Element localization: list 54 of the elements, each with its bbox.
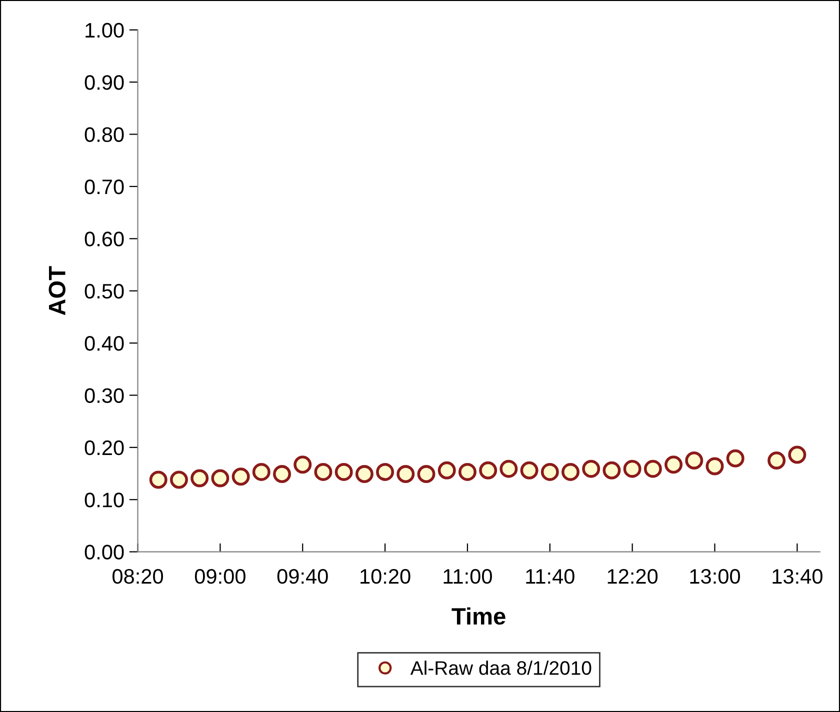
point [294,456,312,474]
point [190,469,209,488]
point [334,462,353,481]
point [417,465,436,484]
x-tick-label: 11:40 [526,569,574,584]
point [706,457,724,476]
point [355,465,374,484]
point [664,456,683,474]
x-axis-title: Time [452,607,506,625]
point [644,460,662,478]
point [623,460,642,478]
point [520,461,538,480]
point [540,462,559,481]
legend-label: Al-Raw daa 8/1/2010 [410,660,592,675]
point [458,462,476,481]
point [273,465,292,484]
x-tick-label: 11:00 [444,569,492,584]
y-tick-label: 0.80 [84,127,124,142]
x-tick-label: 13:00 [690,569,740,584]
point [582,460,600,478]
y-axis-title: AOT [48,266,66,316]
point [396,465,415,484]
x-tick-label: 10:20 [360,569,410,584]
point [726,449,744,468]
point [602,461,621,480]
point [500,460,518,478]
y-tick-label: 0.70 [84,179,124,194]
y-tick-label: 0.60 [84,232,124,246]
point [149,470,168,489]
y-tick-label: 0.40 [84,336,124,351]
point [211,469,230,488]
y-tick-label: 0.30 [84,388,124,403]
x-tick-label: 12:20 [608,569,658,584]
y-tick-label: 0.00 [84,544,124,560]
point [685,451,704,470]
point [232,468,250,486]
point [768,451,786,470]
y-tick-label: 0.10 [84,492,124,508]
point [788,446,806,464]
point [479,461,498,480]
y-tick-label: 0.90 [84,75,124,90]
x-tick-label: 09:40 [277,569,328,584]
y-tick-label: 0.20 [84,440,124,456]
point [438,461,456,480]
y-tick-label: 1.00 [86,22,124,38]
point [376,462,394,481]
point [314,462,332,481]
point [252,462,270,481]
x-tick-label: 09:00 [194,569,246,584]
point [562,462,580,481]
point [170,470,188,489]
y-tick-label: 0.50 [84,284,124,299]
x-tick-label: 13:40 [772,569,822,584]
x-tick-label: 08:20 [112,569,164,584]
